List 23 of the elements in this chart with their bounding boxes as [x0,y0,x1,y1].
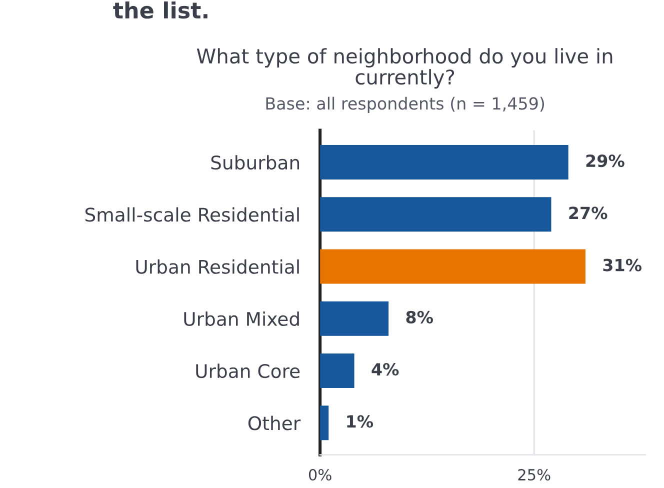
x-tick-label: 0% [308,468,332,481]
y-tick-label: Urban Mixed [184,311,299,326]
data-label: 31% [603,258,642,272]
x-tick-label: 25% [518,468,550,481]
bar [320,354,354,388]
data-label: 1% [347,415,374,428]
bar [320,145,568,180]
bar [320,406,329,440]
chart-title: What type of neighborhood do you live in currently? [196,48,612,89]
text: the list. [113,1,208,19]
y-tick-label: Urban Core [196,364,300,378]
y-tick-label: Small-scale Residential [85,207,299,222]
bar [320,249,586,284]
data-label: 29% [586,154,624,168]
y-tick-label: Other [248,416,301,430]
data-label: 4% [372,362,399,376]
bar [320,197,552,232]
data-label: 8% [406,310,433,324]
chart-subtitle: Base: all respondents (n = 1,459) [266,96,544,113]
y-tick-label: Suburban [211,155,300,170]
data-label: 27% [569,206,608,220]
y-tick-label: Urban Residential [136,259,299,274]
bar [320,301,389,336]
